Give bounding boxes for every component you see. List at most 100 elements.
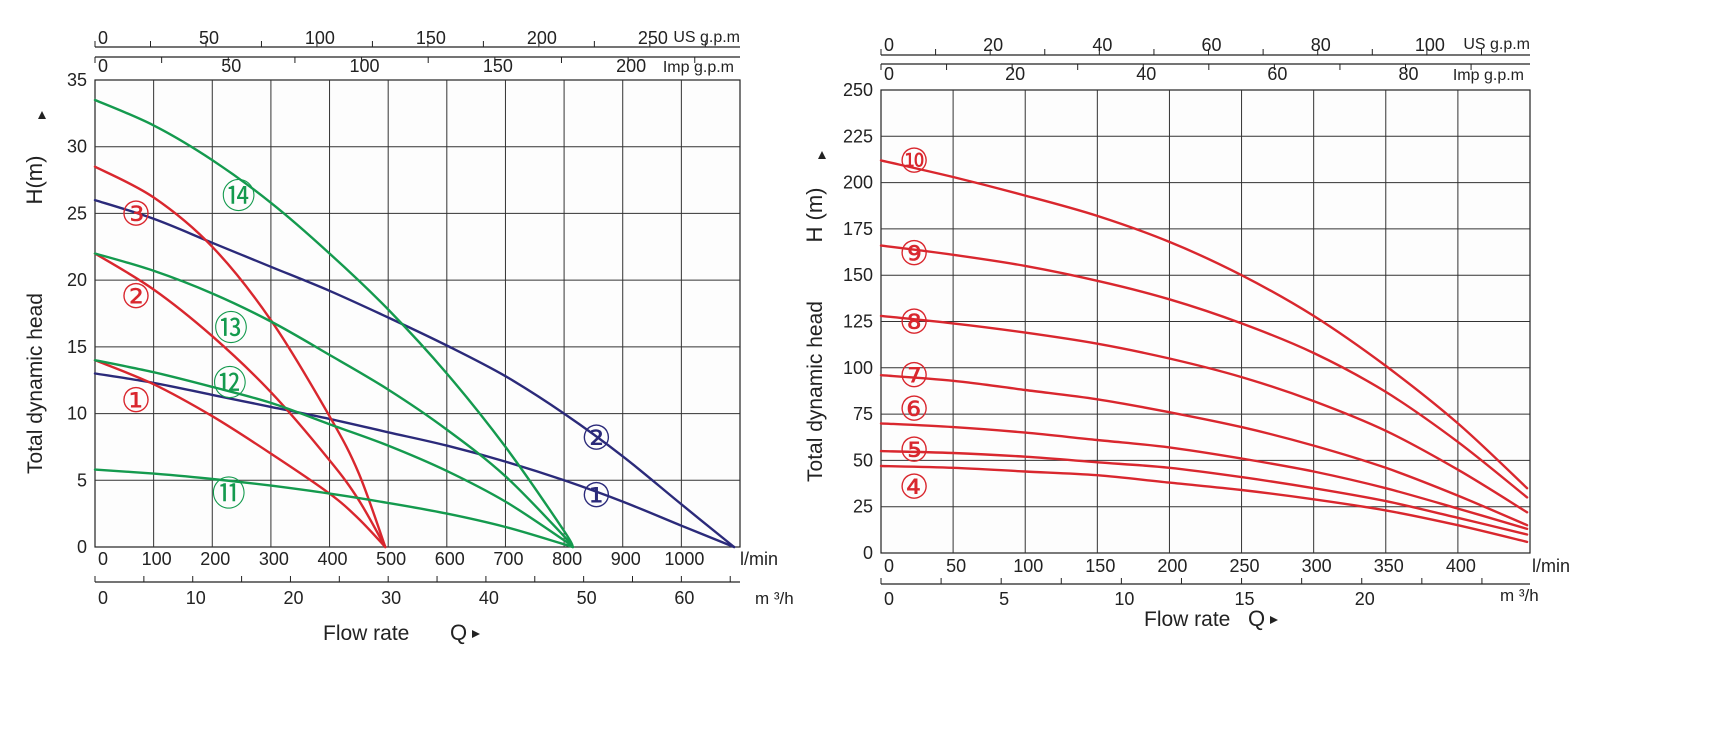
chart-right-y-tick-label: 125 [843, 312, 873, 332]
chart-left-us-tick-label: 150 [416, 28, 446, 48]
chart-right-imp-tick-label: 40 [1136, 64, 1156, 84]
chart-left-curve-13-6 [93, 252, 575, 549]
chart-left-curve-marker: ① [121, 382, 151, 420]
chart-left-us-unit: US g.p.m [673, 29, 740, 46]
chart-right-m3h-tick-label: 5 [999, 589, 1009, 609]
chart-right-x-axis-title: Flow rate [1144, 608, 1230, 631]
chart-right-x-tick-label: 0 [884, 556, 894, 576]
chart-right-y-tick-label: 225 [843, 126, 873, 146]
chart-right-y-tick-label: 25 [853, 497, 873, 517]
chart-left-m3h-tick-label: 30 [381, 588, 401, 608]
chart-left-x-tick-label: 200 [200, 549, 230, 569]
chart-left-imp-tick-label: 200 [616, 56, 646, 76]
chart-left-curve-marker: ⑬ [214, 310, 248, 348]
chart-right-x-tick-label: 350 [1374, 556, 1404, 576]
chart-right-curve-4-6 [879, 464, 1529, 544]
chart-left-curve-11-8 [93, 468, 575, 549]
chart-left-y-axis-title: Total dynamic head [24, 293, 47, 474]
chart-left-x-tick-label: 0 [98, 549, 108, 569]
chart-left-m3h-tick-label: 50 [577, 588, 597, 608]
chart-left-m3h-tick-label: 20 [283, 588, 303, 608]
chart-right-imp-tick-label: 60 [1267, 64, 1287, 84]
chart-left-curve-2-1 [93, 198, 736, 549]
chart-left-y-tick-label: 0 [77, 537, 87, 557]
chart-right-x-tick-label: 400 [1446, 556, 1476, 576]
chart-right-curve-7-3 [879, 374, 1529, 527]
chart-left-curve-marker: ⑪ [212, 476, 246, 514]
chart-right-x-tick-label: 300 [1302, 556, 1332, 576]
chart-right-y-axis-arrow-icon [818, 151, 826, 159]
chart-right-imp-tick-label: 0 [884, 64, 894, 84]
chart-right-m3h-tick-label: 0 [884, 589, 894, 609]
chart-left-y-axis-unit: H(m) [22, 156, 47, 205]
chart-right-curve-6-4 [879, 422, 1529, 531]
chart-right-m3h-tick-label: 15 [1235, 589, 1255, 609]
chart-left-curve-12-7 [93, 359, 575, 549]
chart-left-us-tick-label: 100 [305, 28, 335, 48]
chart-left-y-tick-label: 15 [67, 337, 87, 357]
chart-left-imp-tick-label: 100 [350, 56, 380, 76]
chart-left-imp-tick-label: 150 [483, 56, 513, 76]
chart-left-x-tick-label: 700 [493, 549, 523, 569]
chart-right-y-tick-label: 75 [853, 404, 873, 424]
chart-left-x-tick-label: 500 [376, 549, 406, 569]
chart-left-imp-tick-label: 0 [98, 56, 108, 76]
chart-left-y-tick-label: 20 [67, 270, 87, 290]
chart-right-us-tick-label: 100 [1415, 35, 1445, 55]
chart-right-y-tick-label: 0 [863, 543, 873, 563]
chart-left-m3h-tick-label: 40 [479, 588, 499, 608]
chart-left-x-axis-arrow-icon [472, 630, 480, 638]
chart-left-us-tick-label: 250 [638, 28, 668, 48]
chart-right-curve-10-0 [879, 159, 1529, 490]
chart-right-imp-tick-label: 80 [1398, 64, 1418, 84]
chart-left-curve-marker: ③ [121, 195, 151, 233]
chart-right-x-axis-symbol: Q [1248, 606, 1265, 631]
chart-left-curve-1-0 [93, 372, 736, 549]
chart-right-us-tick-label: 60 [1202, 35, 1222, 55]
chart-left-curve-marker: ⑭ [222, 178, 256, 216]
chart-right-curve-8-2 [879, 314, 1529, 514]
chart-left-us-tick-label: 200 [527, 28, 557, 48]
chart-left-m3h-tick-label: 0 [98, 588, 108, 608]
chart-right-y-tick-label: 150 [843, 265, 873, 285]
chart-left-curve-marker: ① [581, 477, 611, 515]
chart-left-y-axis-arrow-icon [38, 111, 46, 119]
chart-right-curve-9-1 [879, 244, 1529, 499]
chart-left-y-tick-label: 35 [67, 70, 87, 90]
chart-left-x-axis-title: Flow rate [323, 622, 409, 645]
chart-right-m3h-tick-label: 10 [1114, 589, 1134, 609]
chart-right-x-axis-arrow-icon [1270, 616, 1278, 624]
chart-right-us-tick-label: 80 [1311, 35, 1331, 55]
chart-right-x-tick-label: 200 [1157, 556, 1187, 576]
chart-right-y-tick-label: 175 [843, 219, 873, 239]
chart-left-curve-1-4 [93, 359, 387, 549]
chart-left-us-tick-label: 0 [98, 28, 108, 48]
chart-left-x-tick-label: 900 [611, 549, 641, 569]
chart-right-imp-tick-label: 20 [1005, 64, 1025, 84]
chart-right-curve-marker: ⑩ [899, 142, 929, 180]
chart-right-x-tick-label: 150 [1085, 556, 1115, 576]
chart-right-curve-marker: ⑤ [899, 431, 929, 469]
chart-right-y-axis-title: Total dynamic head [804, 301, 827, 482]
chart-right-y-tick-label: 200 [843, 173, 873, 193]
chart-left-curve-marker: ② [581, 420, 611, 458]
chart-right-x-unit: l/min [1532, 556, 1570, 576]
chart-left-x-tick-label: 600 [435, 549, 465, 569]
chart-left-curve-marker: ⑫ [213, 365, 247, 403]
chart-left-y-tick-label: 5 [77, 470, 87, 490]
chart-right-y-tick-label: 250 [843, 80, 873, 100]
chart-left-y-tick-label: 10 [67, 404, 87, 424]
chart-left-m3h-tick-label: 60 [674, 588, 694, 608]
chart-left-plot-area [94, 79, 741, 548]
chart-right-m3h-tick-label: 20 [1355, 589, 1375, 609]
chart-right-us-tick-label: 40 [1092, 35, 1112, 55]
chart-right-y-axis-unit: H (m) [802, 188, 827, 243]
chart-right-curve-marker: ⑧ [899, 304, 929, 342]
chart-right-imp-unit: Imp g.p.m [1453, 67, 1524, 84]
chart-right-us-tick-label: 20 [983, 35, 1003, 55]
chart-right-x-tick-label: 250 [1230, 556, 1260, 576]
chart-right-x-tick-label: 100 [1013, 556, 1043, 576]
chart-left-x-tick-label: 100 [142, 549, 172, 569]
